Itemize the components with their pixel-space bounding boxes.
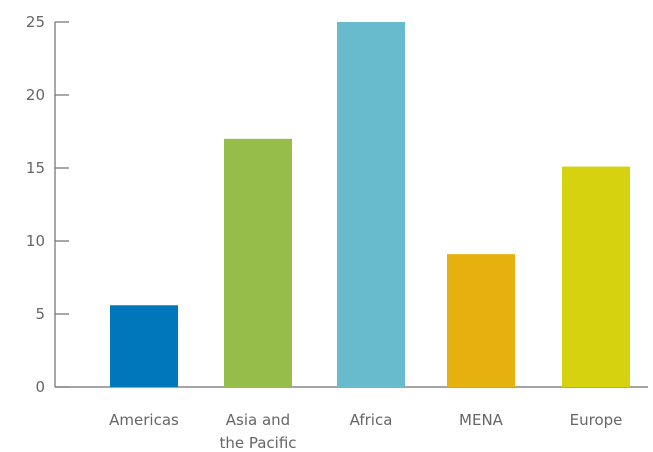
- bar-mena: [447, 254, 515, 387]
- y-axis: 0 5 10 15 20 25: [26, 13, 69, 396]
- x-tick-label: Asia and the Pacific: [219, 411, 296, 452]
- y-tick-label: 10: [26, 232, 45, 250]
- bar-europe: [562, 166, 630, 387]
- x-tick-label: Americas: [109, 411, 179, 429]
- y-tick-label: 5: [35, 305, 45, 323]
- y-tick-label: 20: [26, 86, 45, 104]
- x-tick-label: Europe: [570, 411, 623, 429]
- bar-africa: [337, 22, 405, 387]
- x-axis: Americas Asia and the Pacific Africa MENA Eur…: [55, 386, 648, 452]
- x-tick-label: Africa: [350, 411, 393, 429]
- y-tick-label: 15: [26, 159, 45, 177]
- bar-americas: [110, 305, 178, 387]
- y-tick-label: 25: [26, 13, 45, 31]
- y-tick-label: 0: [35, 378, 45, 396]
- x-tick-label: MENA: [459, 411, 504, 429]
- bars-group: [110, 22, 630, 387]
- bar-asia-and-the-pacific: [224, 138, 292, 387]
